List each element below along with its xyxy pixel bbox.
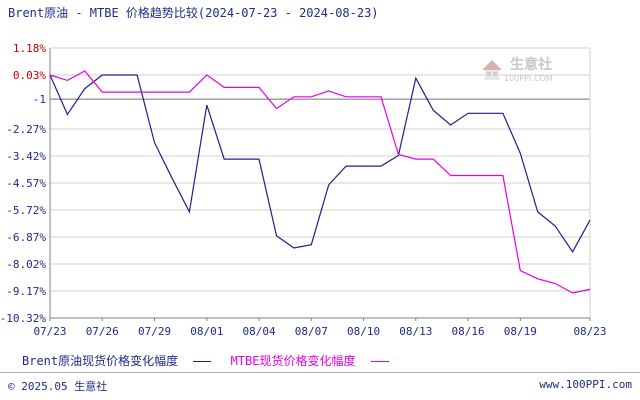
chart-title: Brent原油 - MTBE 价格趋势比较(2024-07-23 - 2024-… — [8, 6, 379, 20]
y-tick-label: -1 — [33, 93, 46, 106]
x-tick-label: 07/23 — [33, 325, 66, 338]
y-tick-label: -9.17% — [6, 285, 46, 298]
legend-swatch-mtbe — [370, 361, 389, 362]
watermark-name: 生意社 — [510, 57, 552, 73]
legend-item-mtbe: MTBE现货价格变化幅度 — [231, 354, 389, 368]
y-tick-label: -2.27% — [6, 123, 46, 136]
y-tick-label: -10.32% — [0, 312, 46, 325]
x-tick-label: 08/04 — [242, 325, 275, 338]
footer-divider — [0, 372, 640, 373]
x-tick-label: 08/13 — [399, 325, 432, 338]
y-tick-label: -4.57% — [6, 177, 46, 190]
y-tick-label: -3.42% — [6, 150, 46, 163]
watermark-logo: 生意社 100PPI.COM — [480, 54, 576, 94]
x-tick-label: 07/26 — [86, 325, 119, 338]
legend-swatch-brent — [193, 361, 212, 362]
x-tick-label: 08/01 — [190, 325, 223, 338]
x-tick-label: 08/07 — [295, 325, 328, 338]
watermark-url: 100PPI.COM — [504, 74, 553, 83]
x-tick-label: 08/16 — [452, 325, 485, 338]
y-tick-label: 1.18% — [13, 42, 46, 55]
y-tick-label: 0.03% — [13, 69, 46, 82]
legend: Brent原油现货价格变化幅度 MTBE现货价格变化幅度 — [22, 352, 389, 369]
series-line-brent — [49, 74, 591, 253]
x-tick-label: 08/10 — [347, 325, 380, 338]
x-tick-label: 07/29 — [138, 325, 171, 338]
footer-site-link[interactable]: www.100PPI.com — [539, 378, 632, 391]
series-line-mtbe — [49, 70, 591, 294]
house-icon — [482, 60, 502, 80]
x-tick-label: 08/19 — [504, 325, 537, 338]
y-tick-label: -8.02% — [6, 258, 46, 271]
legend-item-brent: Brent原油现货价格变化幅度 — [22, 354, 231, 368]
footer-copyright: © 2025.05 生意社 — [8, 380, 108, 393]
x-tick-label: 08/23 — [573, 325, 606, 338]
legend-label-brent: Brent原油现货价格变化幅度 — [22, 354, 179, 368]
legend-label-mtbe: MTBE现货价格变化幅度 — [230, 354, 356, 368]
y-tick-label: -5.72% — [6, 204, 46, 217]
y-tick-label: -6.87% — [6, 231, 46, 244]
